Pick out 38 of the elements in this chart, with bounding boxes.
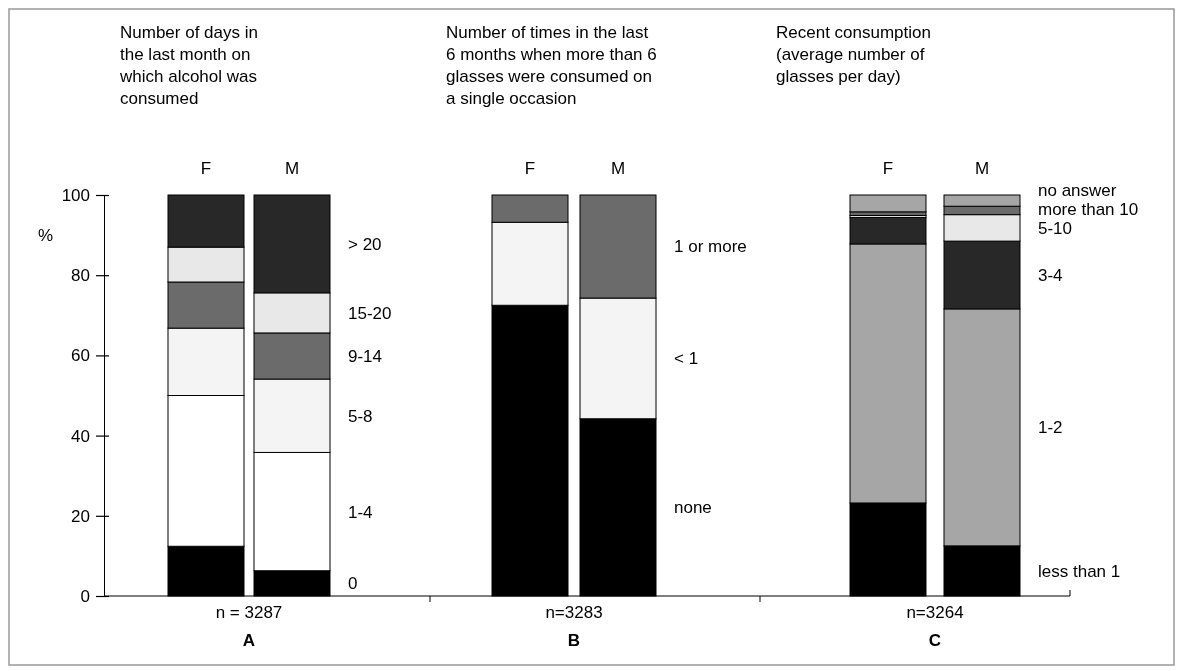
series-label: 0: [348, 574, 358, 594]
text: B: [567, 631, 581, 650]
series-label: 1 or more: [674, 237, 747, 257]
series-label: 9-14: [348, 346, 383, 366]
x-tick-label: M: [974, 159, 990, 178]
x-tick-label: M: [610, 159, 626, 178]
x-axis-title: n=3264: [906, 603, 964, 622]
text: C: [928, 631, 942, 650]
x-tick-label: M: [284, 159, 300, 178]
text: A: [242, 631, 256, 650]
series-label: more than 10: [1038, 199, 1139, 219]
series-label: none: [674, 498, 712, 518]
y-tick-label: 80: [71, 266, 90, 286]
y-tick-label: 100: [61, 185, 90, 205]
series-label: less than 1: [1038, 561, 1121, 581]
chart-title: Number of times in the last 6 months when more than 6 glasses were consumed on a single occasion: [446, 23, 657, 108]
bar: [849, 194, 927, 213]
series-label: > 20: [348, 234, 382, 254]
chart-title: Number of days in the last month on which alcohol was consumed: [119, 23, 258, 108]
x-axis-title: n=3283: [545, 603, 603, 622]
x-tick-label: F: [524, 159, 536, 178]
series-label: 1-4: [348, 502, 373, 522]
y-tick-label: 20: [71, 506, 90, 526]
series-label: 5-8: [348, 406, 373, 426]
y-tick-label: 0: [80, 586, 90, 606]
series-label: 5-10: [1038, 218, 1073, 238]
x-tick-label: F: [200, 159, 212, 178]
series-label: 15-20: [348, 303, 392, 323]
series-label: 1-2: [1038, 418, 1063, 438]
series-label: < 1: [674, 349, 699, 369]
series-label: 3-4: [1038, 265, 1063, 285]
x-axis-title: n = 3287: [215, 603, 283, 622]
y-tick-label: 40: [71, 426, 90, 446]
chart-title: Recent consumption (average number of glasses per day): [776, 23, 931, 86]
y-axis-title: %: [38, 226, 54, 246]
series-label: no answer: [1038, 180, 1117, 200]
x-tick-label: F: [882, 159, 894, 178]
y-tick-label: 60: [71, 346, 90, 366]
